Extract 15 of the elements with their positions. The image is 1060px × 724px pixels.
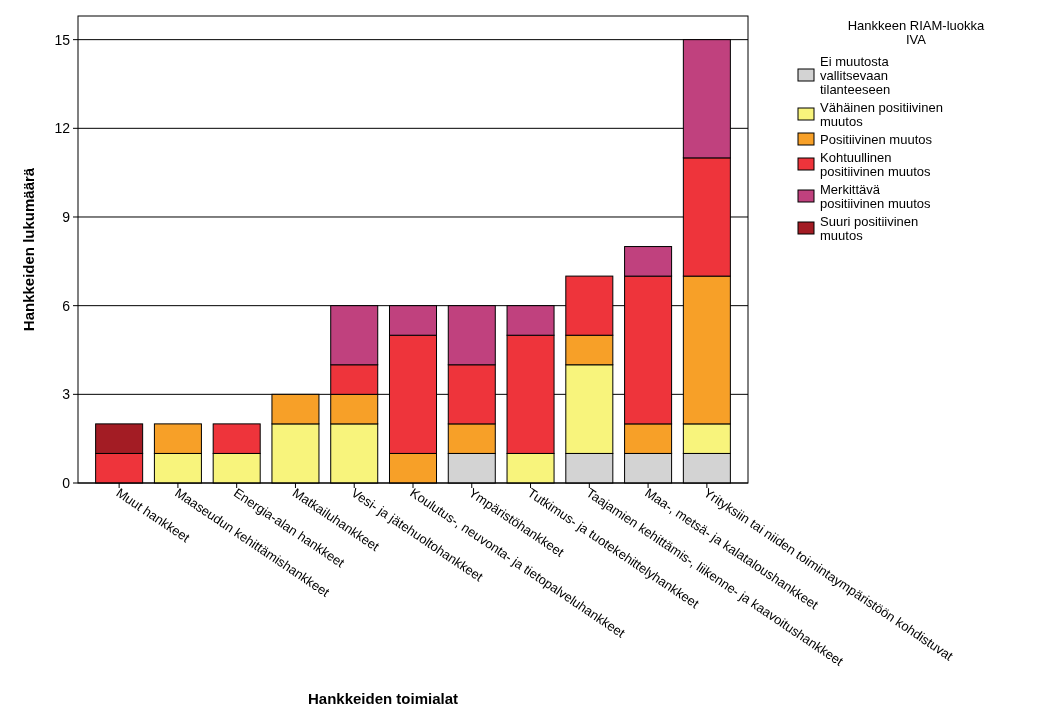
legend-label: Ei muutosta vallitsevaan tilanteeseen xyxy=(820,54,891,97)
x-axis-title: Hankkeiden toimialat xyxy=(307,690,459,707)
y-tick-label: 0 xyxy=(62,474,71,491)
legend-label: Suuri positiivinen muutos xyxy=(820,214,919,243)
legend-label: Positiivinen muutos xyxy=(820,132,933,147)
legend-label: Kohtuullinen positiivinen muutos xyxy=(820,150,932,179)
y-tick-label: 15 xyxy=(54,31,71,48)
y-tick-label: 9 xyxy=(62,208,71,225)
y-tick-label: 12 xyxy=(54,120,71,137)
y-tick-label: 6 xyxy=(62,297,71,314)
y-tick-label: 3 xyxy=(62,386,71,403)
y-axis-title: Hankkeiden lukumäärä xyxy=(20,167,37,332)
legend-label: Merkittävä positiivinen muutos xyxy=(820,182,932,211)
legend-label: Vähäinen positiivinen muutos xyxy=(820,100,943,129)
legend-title: Hankkeen RIAM-luokka IVA xyxy=(847,18,986,47)
